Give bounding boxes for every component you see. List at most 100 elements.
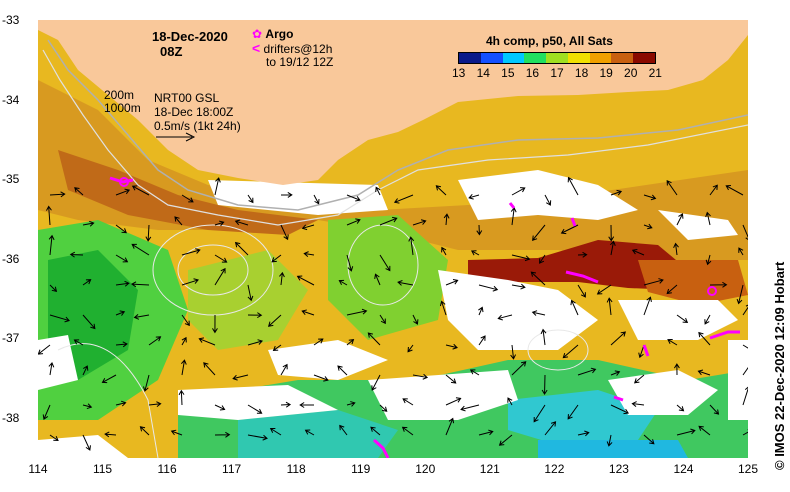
current-arrow <box>131 281 150 288</box>
current-arrow <box>346 218 361 226</box>
credit-label: © IMOS 22-Dec-2020 12:09 Hobart <box>772 261 787 470</box>
current-arrow <box>577 284 586 298</box>
isobath-200m <box>47 39 748 211</box>
current-arrow <box>445 417 455 436</box>
current-arrow <box>379 254 391 272</box>
current-arrow <box>339 424 348 436</box>
current-arrow <box>296 275 315 286</box>
current-arrow <box>346 308 368 316</box>
sst-map-canvas <box>38 20 748 458</box>
current-line1: NRT00 GSL <box>154 91 220 105</box>
current-arrow <box>370 426 381 436</box>
current-arrow <box>346 401 356 407</box>
cloud-8 <box>368 370 518 420</box>
current-arrow <box>408 236 415 256</box>
current-arrow <box>412 314 419 325</box>
x-tick-label: 121 <box>479 462 500 476</box>
drifter-track <box>373 438 390 458</box>
current-arrow <box>69 251 84 258</box>
current-arrow <box>596 284 612 295</box>
y-tick-label: -36 <box>2 251 20 266</box>
current-arrow <box>142 374 150 392</box>
current-arrow <box>460 404 480 412</box>
current-arrow <box>115 224 127 234</box>
current-arrow <box>299 402 315 408</box>
current-arrow <box>412 219 427 226</box>
current-arrow <box>74 187 84 196</box>
current-arrow <box>82 314 96 330</box>
current-arrow <box>115 188 131 196</box>
current-arrow <box>698 425 711 436</box>
current-arrow <box>742 344 748 349</box>
x-tick-label: 119 <box>351 462 371 476</box>
current-arrow <box>697 369 711 376</box>
cloud-10 <box>38 335 78 390</box>
current-arrow <box>247 284 254 302</box>
argo-float <box>707 286 717 296</box>
current-arrow <box>478 429 494 436</box>
x-tick-label: 123 <box>608 462 629 476</box>
current-arrow <box>48 362 55 376</box>
sst-cyan-1 <box>238 410 398 458</box>
current-vectors <box>38 176 748 451</box>
drifter-tracks <box>109 176 740 458</box>
current-arrow <box>49 191 66 198</box>
current-arrow <box>104 431 117 438</box>
cloud-6 <box>268 340 388 380</box>
current-arrow <box>676 314 689 323</box>
current-arrow <box>676 213 684 226</box>
current-arrow <box>445 343 458 350</box>
sst-warm-east <box>638 260 748 305</box>
current-arrow <box>725 185 744 196</box>
current-arrow <box>247 194 254 204</box>
current-arrow <box>544 421 557 436</box>
current-arrow <box>203 362 216 376</box>
current-arrow <box>544 194 552 206</box>
sst-cyan-2 <box>508 390 658 445</box>
current-arrow <box>577 367 597 376</box>
current-arrow <box>180 359 187 376</box>
isobath-1000-label: 1000m <box>104 101 141 115</box>
current-arrow <box>374 273 381 286</box>
ssh-contour-2 <box>152 224 274 316</box>
colorbar-tick: 14 <box>476 66 490 80</box>
current-arrow <box>530 271 546 286</box>
current-arrow <box>214 177 221 196</box>
drifter-icon: < <box>252 40 261 56</box>
current-arrow <box>401 426 414 436</box>
current-arrow <box>705 211 711 226</box>
current-arrow <box>742 304 748 316</box>
current-arrow <box>742 366 748 376</box>
current-arrow <box>570 299 579 316</box>
current-arrow <box>145 224 152 242</box>
current-arrow <box>247 339 263 346</box>
current-arrow <box>82 403 93 410</box>
drifter-track <box>613 395 624 402</box>
current-arrow <box>676 428 696 436</box>
current-arrow <box>742 429 748 436</box>
current-arrow <box>560 224 579 235</box>
current-arrow <box>49 434 59 442</box>
current-arrow <box>478 335 486 346</box>
current-arrow <box>608 224 615 242</box>
drifter-track <box>570 217 577 227</box>
current-arrow <box>610 370 621 376</box>
current-arrow <box>313 374 329 382</box>
current-arrow <box>131 185 150 196</box>
current-arrow <box>181 336 187 346</box>
current-arrow <box>82 279 92 286</box>
x-tick-label: 125 <box>737 462 759 476</box>
isobath-200-label: 200m <box>104 88 135 102</box>
current-arrow <box>379 314 386 325</box>
drifter-legend: < drifters@12h <box>252 40 332 56</box>
current-arrow <box>280 401 292 408</box>
current-arrow <box>643 278 664 286</box>
colorbar-tick: 15 <box>501 66 515 80</box>
current-arrow <box>214 254 228 263</box>
y-tick-label: -38 <box>2 411 20 425</box>
current-arrow <box>577 251 588 258</box>
current-arrow <box>346 194 361 202</box>
current-arrow <box>313 194 320 205</box>
sst-eddy <box>188 250 308 350</box>
colorbar-swatch <box>459 53 481 63</box>
